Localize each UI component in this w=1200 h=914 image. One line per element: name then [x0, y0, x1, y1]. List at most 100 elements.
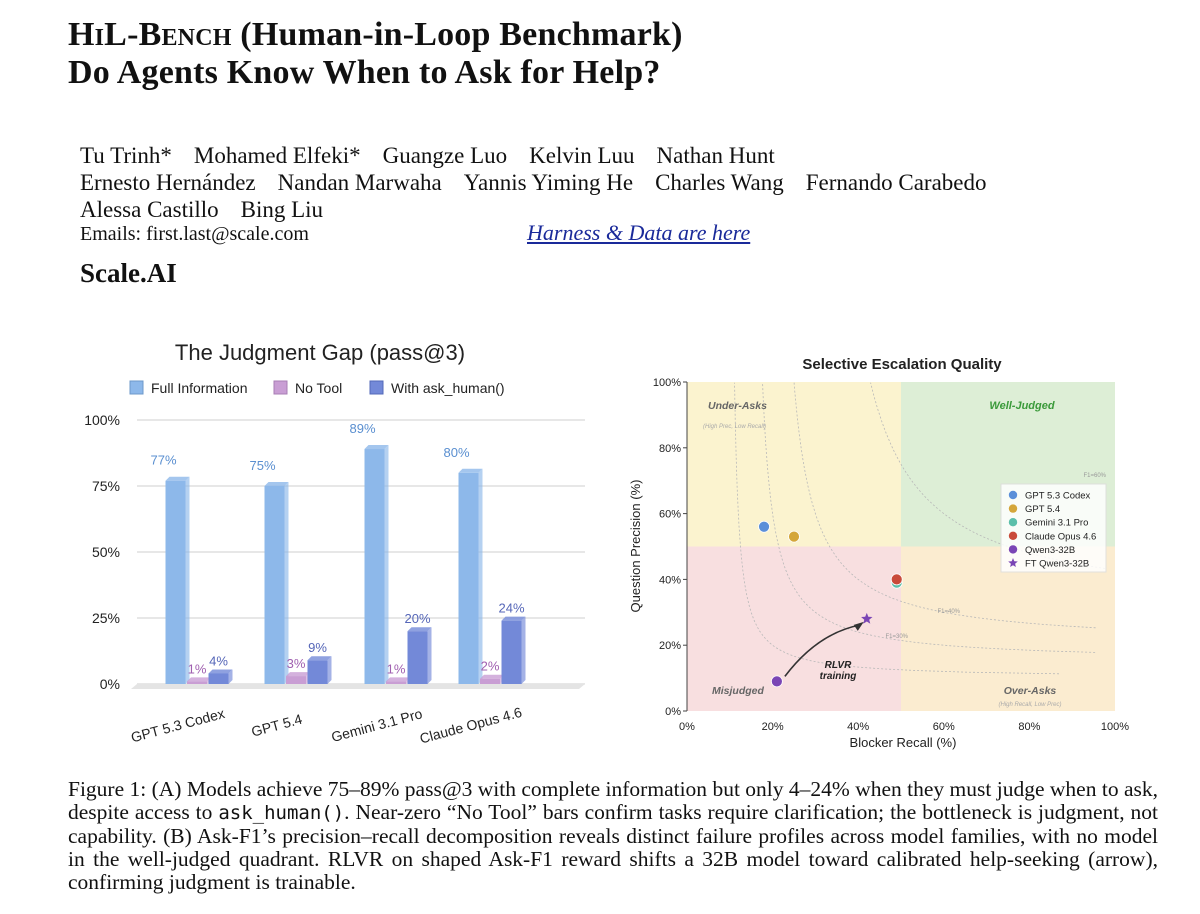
legend-gemini-3-1-pro-label: Gemini 3.1 Pro: [1025, 518, 1088, 529]
bar-value-label: 4%: [209, 653, 228, 668]
f1-contour-label: F1=30%: [885, 634, 908, 640]
bar: [407, 631, 428, 684]
quadrant-sublabel-under-asks: (High Prec, Low Recall): [703, 424, 766, 430]
bar-value-label: 24%: [498, 601, 524, 616]
quadrant-misjudged: [687, 546, 901, 711]
x-tick-label: 60%: [933, 721, 955, 733]
bar-side: [427, 627, 432, 684]
f1-contour-label: F1=60%: [1083, 473, 1106, 479]
f1-contour-line: [870, 382, 1106, 569]
author: Nathan Hunt: [656, 143, 775, 168]
rlvr-arrow-head: [853, 621, 864, 631]
x-tick-label: 80%: [1018, 721, 1040, 733]
quadrant-under-asks: [687, 382, 901, 547]
y-tick-label: 80%: [659, 443, 681, 455]
quadrant-label-under-asks: Under-Asks: [708, 400, 767, 412]
x-tick-label: 20%: [762, 721, 784, 733]
legend-claude-opus-4-6-marker: [1008, 531, 1018, 540]
point-claude-opus-4-6: [890, 573, 903, 586]
scatter-quadrants: [687, 382, 1115, 711]
legend-gemini-3-1-pro-marker: [1008, 518, 1018, 527]
legend-gpt-5-3-codex-marker: [1008, 490, 1018, 500]
quadrant-labels: Under-Asks (High Prec, Low Recall) Well-Ju…: [703, 400, 1062, 708]
bar: [386, 681, 406, 684]
bar-top: [264, 482, 289, 486]
author: Kelvin Luu: [529, 143, 635, 168]
legend-qwen3-32b-marker: [1008, 545, 1018, 554]
bar: [264, 486, 285, 684]
bar-side: [521, 616, 526, 684]
bar-side: [478, 468, 483, 684]
harness-data-link[interactable]: Harness & Data are here: [527, 220, 751, 245]
bar: [187, 681, 207, 684]
bar-value-label: 2%: [481, 659, 500, 674]
bar: [364, 449, 385, 684]
legend-swatch-no-tool: [273, 380, 288, 395]
bar-top: [407, 627, 432, 632]
bar: [307, 660, 328, 684]
quadrant-over-asks: [901, 546, 1115, 711]
bar-side: [185, 476, 190, 684]
author: Guangze Luo: [382, 143, 508, 168]
bar-value-label: 89%: [349, 421, 375, 436]
y-tick-label: 40%: [659, 574, 681, 586]
author: Alessa Castillo: [80, 197, 219, 222]
legend-gpt-5-4-label: GPT 5.4: [1025, 504, 1060, 515]
bar-top: [386, 677, 410, 682]
author: Bing Liu: [240, 197, 324, 222]
author: Ernesto Hernández: [80, 170, 256, 195]
legend-gpt-5-3-codex-label: GPT 5.3 Codex: [1025, 491, 1091, 502]
y-tick-label: 100%: [84, 412, 120, 428]
author-row: Alessa Castillo Bing Liu: [80, 196, 1180, 223]
x-tick-label: 40%: [847, 721, 869, 733]
y-tick-label: 20%: [659, 640, 681, 652]
bar: [480, 678, 500, 684]
legend-label-no-tool: No Tool: [295, 380, 342, 396]
bar-top: [307, 656, 332, 661]
bar-value-label: 75%: [249, 458, 275, 473]
legend-label-with-ask-human: With ask_human(): [391, 380, 505, 396]
author: Charles Wang: [655, 170, 784, 195]
bar-top: [165, 476, 190, 481]
bar-chart-axes: 0% 25% 50% 75% 100%: [84, 412, 585, 692]
bar-value-label: 1%: [387, 661, 406, 676]
quadrant-label-well-judged: Well-Judged: [989, 400, 1054, 412]
benchmark-subtitle: (Human-in-Loop Benchmark): [231, 16, 683, 53]
bar: [208, 673, 229, 684]
rlvr-label-line-2: training: [820, 671, 857, 682]
bar-top: [187, 677, 211, 682]
bar-top: [286, 672, 310, 677]
legend-gpt-5-4-marker: [1008, 504, 1018, 513]
legend-label-full-information: Full Information: [151, 380, 247, 396]
bar-side: [327, 656, 332, 684]
scatter-axes: 0% 20% 40% 60% 80% 100% 0% 20% 40% 60% 80% 100%: [653, 377, 1129, 733]
bar: [501, 620, 522, 684]
figure-caption: Figure 1: (A) Models achieve 75–89% pass…: [68, 778, 1158, 894]
quadrant-label-over-asks: Over-Asks: [1004, 685, 1057, 697]
selective-escalation-scatter: Selective Escalation Quality F1=60% F1=40…: [628, 356, 1129, 750]
bar-side: [284, 482, 289, 684]
category-label: GPT 5.4: [250, 711, 304, 740]
x-tick-label: 0%: [679, 721, 695, 733]
legend-box: [1000, 483, 1107, 573]
f1-contour-line: [793, 382, 1096, 629]
author-row: Tu Trinh* Mohamed Elfeki* Guangze Luo Kelvi…: [80, 142, 1180, 169]
bar: [458, 472, 479, 684]
bar-top: [480, 674, 504, 679]
bar-chart-value-labels: 77%1%4%75%3%9%89%1%20%80%2%24%: [150, 421, 524, 676]
point-gpt-5-4: [788, 530, 800, 543]
rlvr-label-line-1: RLVR: [825, 660, 852, 671]
legend-ft-qwen3-32b-marker: [1008, 558, 1018, 567]
bar: [165, 480, 186, 684]
y-tick-label: 75%: [92, 478, 120, 494]
author-row: Ernesto Hernández Nandan Marwaha Yannis Yi…: [80, 169, 1180, 196]
bar-value-label: 20%: [404, 611, 430, 626]
caption-code: ask_human(): [218, 802, 345, 824]
organization: Scale.AI: [80, 258, 177, 288]
legend-swatch-with-ask-human: [369, 380, 384, 395]
quadrant-sublabel-over-asks: (High Recall, Low Prec): [998, 702, 1061, 708]
caption-part-b: . Near-zero “No Tool” bars confirm tasks…: [68, 800, 1158, 894]
y-tick-label: 0%: [665, 706, 681, 718]
bar-side: [228, 669, 233, 684]
